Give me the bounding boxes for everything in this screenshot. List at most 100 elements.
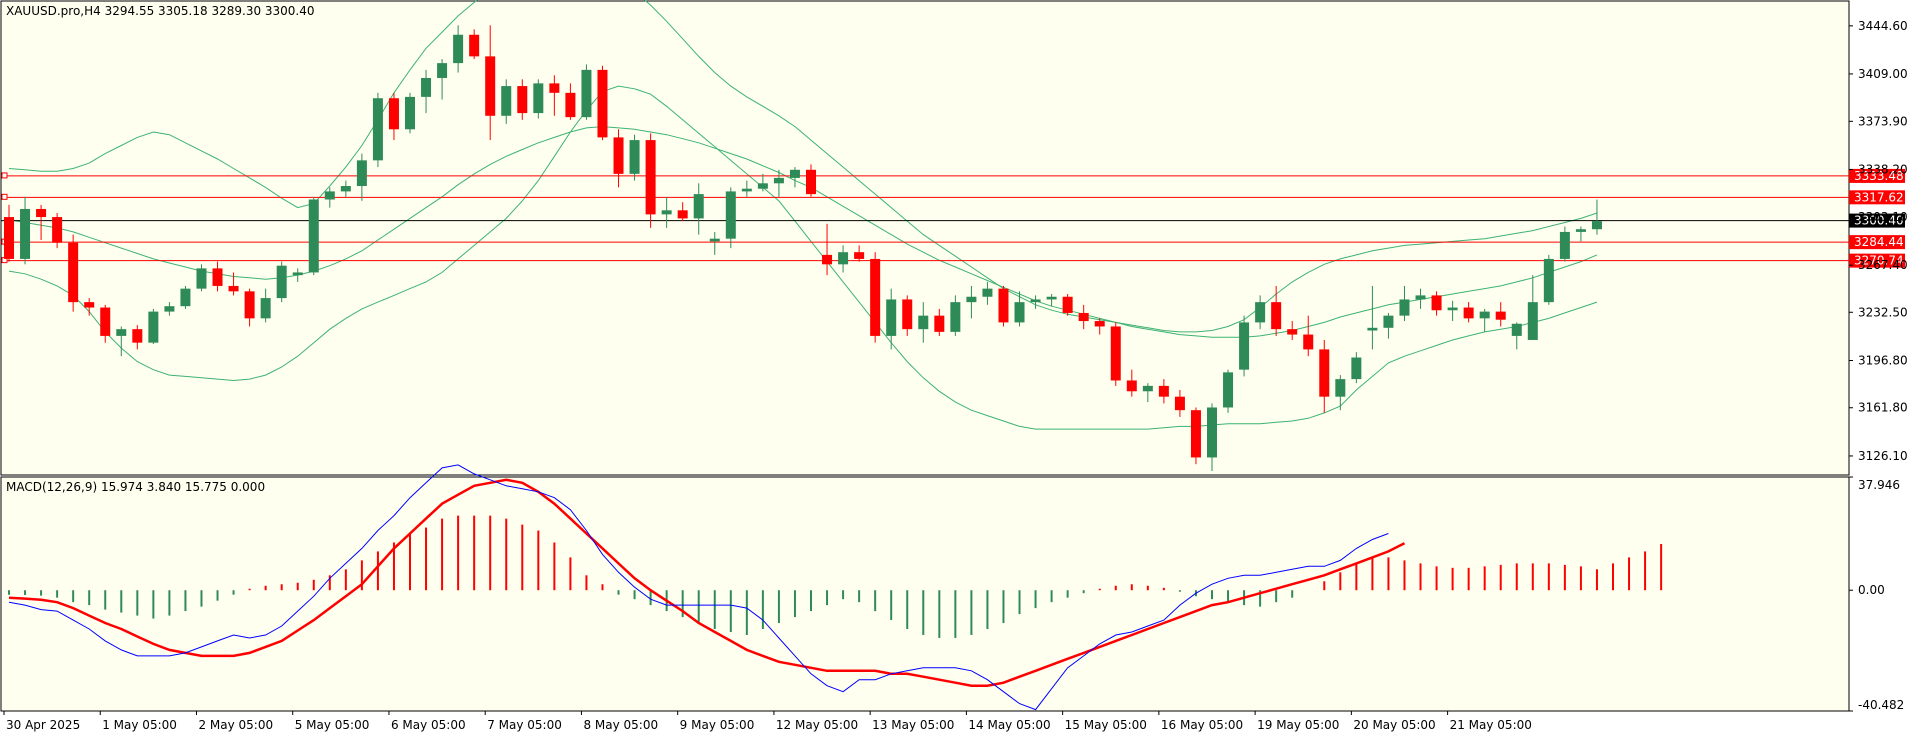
candle bbox=[485, 25, 496, 141]
candle bbox=[1591, 199, 1602, 235]
candle bbox=[1126, 369, 1137, 397]
candle-body bbox=[276, 265, 287, 299]
candle bbox=[405, 92, 415, 134]
candle-body bbox=[469, 34, 480, 57]
candle-body bbox=[292, 272, 303, 276]
candle-body bbox=[388, 98, 399, 130]
candle bbox=[854, 245, 865, 262]
time-tick-label: 1 May 05:00 bbox=[102, 718, 177, 732]
candle-body bbox=[1399, 299, 1410, 316]
candle-body bbox=[1239, 322, 1250, 370]
candle bbox=[228, 272, 239, 296]
price-tick-label: 3196.80 bbox=[1858, 353, 1908, 367]
candle bbox=[789, 167, 800, 188]
candle bbox=[565, 83, 576, 120]
candle bbox=[1046, 294, 1057, 307]
candle-body bbox=[196, 268, 207, 289]
candle-body bbox=[164, 306, 175, 312]
candle bbox=[517, 79, 528, 120]
candle-body bbox=[1223, 372, 1234, 408]
candle-body bbox=[84, 302, 95, 308]
time-tick-label: 19 May 05:00 bbox=[1257, 718, 1339, 732]
candle bbox=[1527, 275, 1538, 340]
candle-body bbox=[757, 183, 768, 189]
candle bbox=[1110, 322, 1121, 386]
candle-body bbox=[1126, 380, 1137, 392]
candle-body bbox=[806, 169, 816, 195]
level-price-label: 3270.74 bbox=[1854, 254, 1904, 268]
candle-body bbox=[1110, 326, 1121, 381]
candle bbox=[1319, 339, 1330, 413]
macd-line bbox=[8, 464, 1389, 711]
candle-body bbox=[1046, 296, 1057, 300]
candle bbox=[1479, 308, 1490, 332]
macd-panel[interactable] bbox=[0, 476, 1850, 712]
candle bbox=[469, 29, 480, 60]
level-price-label: 3317.62 bbox=[1854, 190, 1904, 204]
candle-body bbox=[838, 252, 849, 265]
candle bbox=[1142, 383, 1153, 403]
level-handle bbox=[1, 172, 8, 179]
time-tick-label: 21 May 05:00 bbox=[1450, 718, 1532, 732]
current-price-label: 3300.40 bbox=[1854, 214, 1904, 228]
time-tick-label: 7 May 05:00 bbox=[487, 718, 562, 732]
candle bbox=[212, 261, 223, 292]
candle-body bbox=[501, 86, 512, 116]
bollinger-bands bbox=[8, 0, 1598, 430]
candle-body bbox=[533, 83, 544, 114]
candle-body bbox=[629, 140, 640, 174]
main-price-panel[interactable] bbox=[0, 0, 1850, 476]
candle bbox=[806, 164, 816, 197]
candle-body bbox=[773, 177, 784, 184]
candle-body bbox=[68, 242, 79, 303]
bollinger-middle-band bbox=[8, 126, 1598, 338]
candle bbox=[324, 187, 335, 208]
candle-body bbox=[1335, 379, 1346, 397]
candle bbox=[902, 295, 913, 336]
candle bbox=[100, 304, 111, 343]
candle-body bbox=[260, 298, 271, 319]
candle-body bbox=[228, 285, 239, 292]
candle bbox=[116, 326, 127, 357]
candle bbox=[68, 234, 79, 312]
candle bbox=[549, 75, 560, 116]
candle-body bbox=[372, 98, 383, 161]
candle-body bbox=[52, 217, 63, 243]
candle bbox=[292, 268, 303, 282]
candle-body bbox=[1351, 357, 1362, 380]
candle-body bbox=[1078, 312, 1089, 322]
candle bbox=[597, 65, 608, 141]
time-axis: 30 Apr 2025 1 May 05:00 2 May 05:00 5 May 0… bbox=[3, 711, 1532, 732]
candle bbox=[1030, 295, 1041, 309]
candle bbox=[1062, 294, 1073, 316]
candle-body bbox=[356, 160, 367, 187]
candle bbox=[613, 129, 624, 188]
time-tick-label: 5 May 05:00 bbox=[295, 718, 370, 732]
candle bbox=[1335, 375, 1346, 411]
candle bbox=[870, 252, 881, 343]
candle bbox=[1447, 300, 1458, 322]
price-tick-label: 3409.00 bbox=[1858, 67, 1908, 81]
candle-body bbox=[1062, 296, 1073, 313]
candle-body bbox=[549, 83, 560, 93]
candle-body bbox=[1511, 323, 1522, 336]
candle-body bbox=[1367, 327, 1378, 331]
candle-body bbox=[1255, 302, 1266, 323]
time-tick-label: 30 Apr 2025 bbox=[6, 718, 80, 732]
current-price-box bbox=[1849, 213, 1905, 228]
candle-body bbox=[4, 217, 14, 259]
candle-body bbox=[244, 291, 255, 319]
candle bbox=[1255, 295, 1266, 330]
candle bbox=[421, 69, 432, 114]
candle bbox=[950, 295, 961, 336]
candle-body bbox=[565, 92, 576, 118]
price-tick-label: 3444.60 bbox=[1858, 19, 1908, 33]
candle-body bbox=[421, 77, 432, 97]
candle-body bbox=[453, 34, 464, 64]
candle bbox=[838, 245, 849, 273]
candle-body bbox=[1527, 302, 1538, 340]
candle bbox=[196, 264, 207, 292]
candle bbox=[1495, 302, 1506, 327]
candle-body bbox=[1447, 307, 1458, 311]
level-price-label: 3284.44 bbox=[1854, 235, 1904, 249]
